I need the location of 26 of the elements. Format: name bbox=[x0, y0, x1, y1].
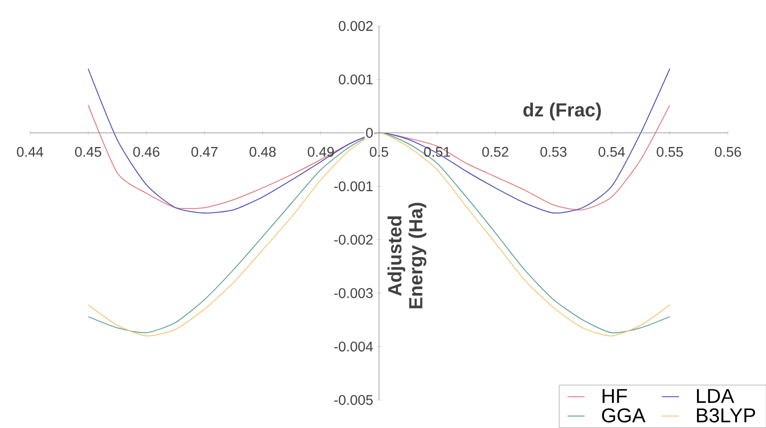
y-tick-label: 0.002 bbox=[338, 21, 373, 31]
y-tick-label: -0.004 bbox=[334, 342, 373, 352]
x-tick-label: 0.53 bbox=[540, 146, 567, 157]
x-tick-label: 0.48 bbox=[250, 146, 276, 157]
y-tick-label: -0.002 bbox=[334, 234, 373, 245]
x-tick-label: 0.45 bbox=[75, 146, 102, 157]
y-tick-label: -0.003 bbox=[334, 288, 373, 298]
legend-label: B3LYP bbox=[696, 408, 756, 422]
x-tick-label: 0.46 bbox=[133, 146, 160, 157]
x-tick-label: 0.56 bbox=[714, 146, 741, 157]
legend-label: HF bbox=[602, 389, 627, 403]
x-tick-label: 0.54 bbox=[598, 146, 625, 157]
y-tick-label: -0.001 bbox=[334, 181, 373, 192]
x-tick-label: 0.55 bbox=[656, 146, 683, 157]
y-tick-label: 0.001 bbox=[338, 74, 373, 84]
x-axis-title: dz (Frac) bbox=[523, 102, 601, 120]
y-tick-label: 0 bbox=[366, 128, 373, 138]
y-axis-title: Adjusted Energy (Ha) bbox=[388, 202, 426, 308]
x-tick-label: 0.5 bbox=[370, 146, 388, 157]
x-tick-label: 0.47 bbox=[191, 146, 218, 157]
x-tick-label: 0.44 bbox=[16, 146, 44, 157]
x-tick-label: 0.52 bbox=[482, 146, 508, 157]
x-tick-label: 0.49 bbox=[308, 146, 334, 157]
legend-label: LDA bbox=[696, 389, 734, 403]
legend-label: GGA bbox=[602, 408, 646, 422]
y-tick-label: -0.005 bbox=[334, 395, 373, 405]
